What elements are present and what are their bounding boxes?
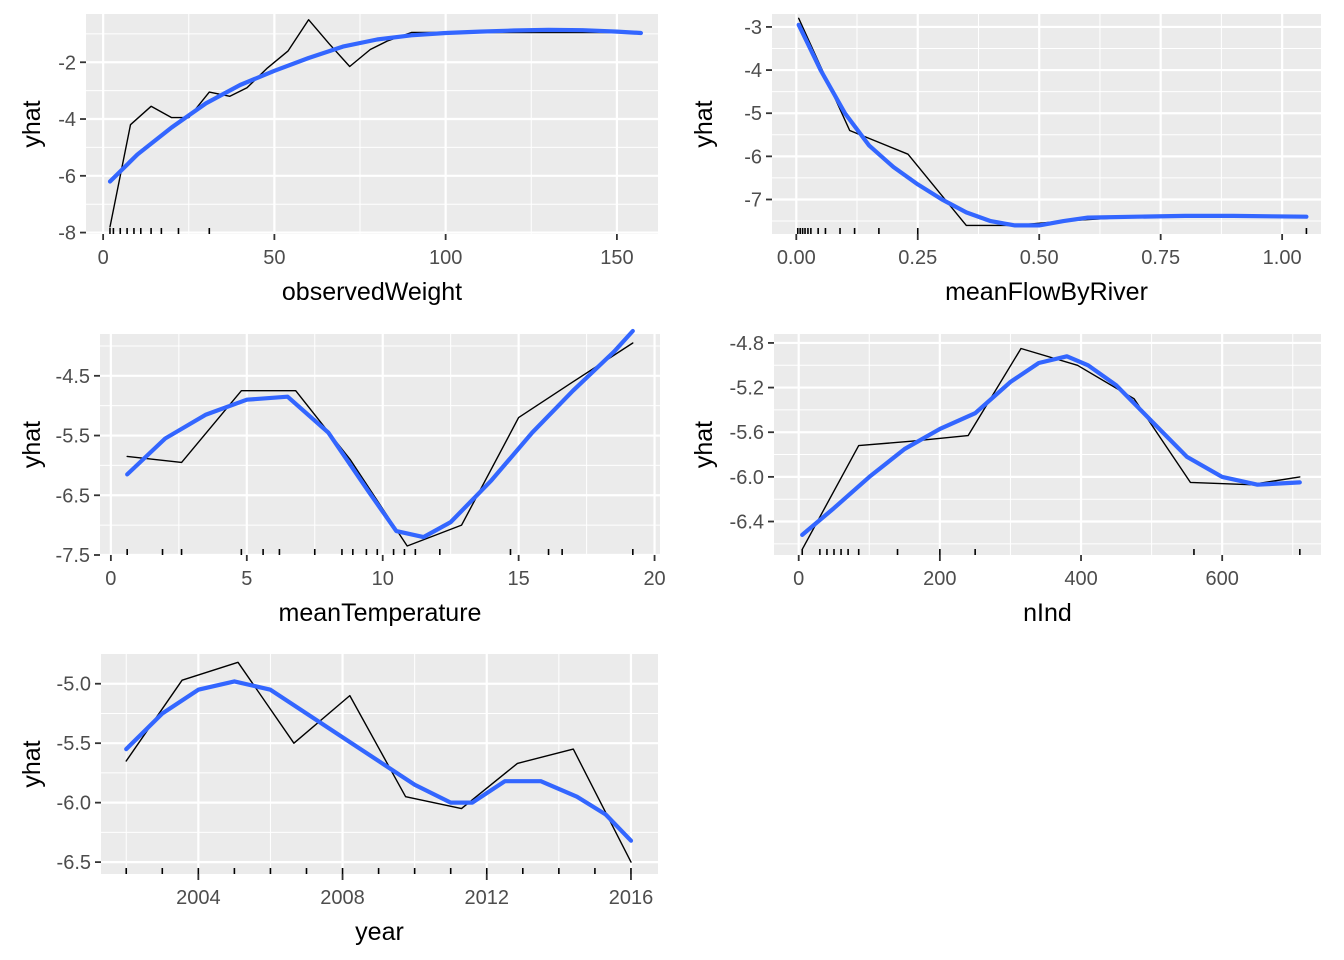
- x-tick-label: 0: [793, 568, 804, 590]
- y-tick-label: -5.5: [56, 426, 90, 448]
- panel-4: -6.4 -6.0 -5.6 -5.2 -4.8 0 200 400 600 nInd yhat: [690, 333, 1321, 627]
- partial-dependence-line: [801, 347, 1301, 551]
- x-tick-label: 600: [1205, 568, 1238, 590]
- smooth-line: [800, 354, 1302, 538]
- y-axis-title: yhat: [18, 421, 46, 468]
- y-tick-label: -5.0: [57, 674, 91, 696]
- y-tick-label: -2: [58, 52, 76, 74]
- y-tick-label: -6: [744, 146, 762, 168]
- y-tick-label: -6.4: [730, 512, 764, 534]
- x-tick-label: 2016: [609, 887, 654, 909]
- panel-background: [772, 14, 1321, 234]
- y-tick-label: -6.0: [730, 467, 764, 489]
- y-axis-title: yhat: [690, 100, 718, 147]
- x-tick-label: 2012: [465, 887, 510, 909]
- x-tick-label: 100: [429, 247, 462, 269]
- y-tick-label: -4.8: [730, 333, 764, 355]
- x-axis-title: meanFlowByRiver: [945, 278, 1148, 306]
- y-tick-label: -6.5: [56, 485, 90, 507]
- x-tick-label: 150: [600, 247, 633, 269]
- y-axis-title: yhat: [18, 100, 46, 147]
- x-tick-label: 400: [1064, 568, 1097, 590]
- x-tick-label: 1.00: [1263, 247, 1302, 269]
- x-tick-label: 2008: [320, 887, 365, 909]
- panel-background: [86, 14, 658, 234]
- x-tick-label: 0: [98, 247, 109, 269]
- y-tick-label: -6: [58, 166, 76, 188]
- y-axis-title: yhat: [18, 740, 46, 787]
- x-axis-title: year: [355, 918, 404, 946]
- smooth-line: [796, 22, 1309, 228]
- x-axis-title: observedWeight: [282, 278, 462, 306]
- y-tick-label: -5.5: [57, 733, 91, 755]
- y-tick-label: -8: [58, 223, 76, 245]
- panel-2: -7 -6 -5 -4 -3 0.00 0.25 0.50 0.75 1.00 meanFlowBy…: [690, 14, 1321, 306]
- x-axis-title: meanTemperature: [279, 599, 482, 627]
- y-axis-title: yhat: [690, 421, 718, 468]
- y-tick-label: -5.2: [730, 378, 764, 400]
- x-tick-label: 0.00: [777, 247, 816, 269]
- y-tick-label: -3: [744, 17, 762, 39]
- panel-3: -7.5 -6.5 -5.5 -4.5 0 5 10 15 20 meanTemperature y…: [18, 328, 666, 627]
- x-tick-label: 5: [241, 568, 252, 590]
- panel-5: -6.5 -6.0 -5.5 -5.0 2004 2008 2012 2016 year yhat: [18, 654, 658, 946]
- x-axis-title: nInd: [1023, 599, 1072, 627]
- y-tick-label: -7: [744, 189, 762, 211]
- x-tick-label: 2004: [176, 887, 221, 909]
- x-tick-label: 0.25: [898, 247, 937, 269]
- panel-background: [100, 334, 660, 555]
- partial-dependence-line: [125, 661, 632, 863]
- y-tick-label: -4.5: [56, 366, 90, 388]
- y-tick-label: -6.5: [57, 852, 91, 874]
- y-tick-label: -5: [744, 103, 762, 125]
- x-tick-label: 0: [105, 568, 116, 590]
- smooth-line: [107, 27, 644, 184]
- y-tick-label: -4: [744, 60, 762, 82]
- smooth-line: [125, 328, 635, 540]
- x-tick-label: 200: [923, 568, 956, 590]
- y-tick-label: -4: [58, 109, 76, 131]
- x-tick-label: 0.50: [1020, 247, 1059, 269]
- y-tick-label: -6.0: [57, 793, 91, 815]
- x-tick-label: 15: [508, 568, 530, 590]
- smooth-line: [124, 679, 634, 843]
- x-tick-label: 10: [372, 568, 394, 590]
- x-tick-label: 0.75: [1141, 247, 1180, 269]
- panel-1: -8 -6 -4 -2 0 50 100 150 observedWeight yhat: [18, 14, 658, 306]
- y-tick-label: -5.6: [730, 422, 764, 444]
- x-tick-label: 50: [263, 247, 285, 269]
- x-tick-label: 20: [643, 568, 665, 590]
- y-tick-label: -7.5: [56, 545, 90, 567]
